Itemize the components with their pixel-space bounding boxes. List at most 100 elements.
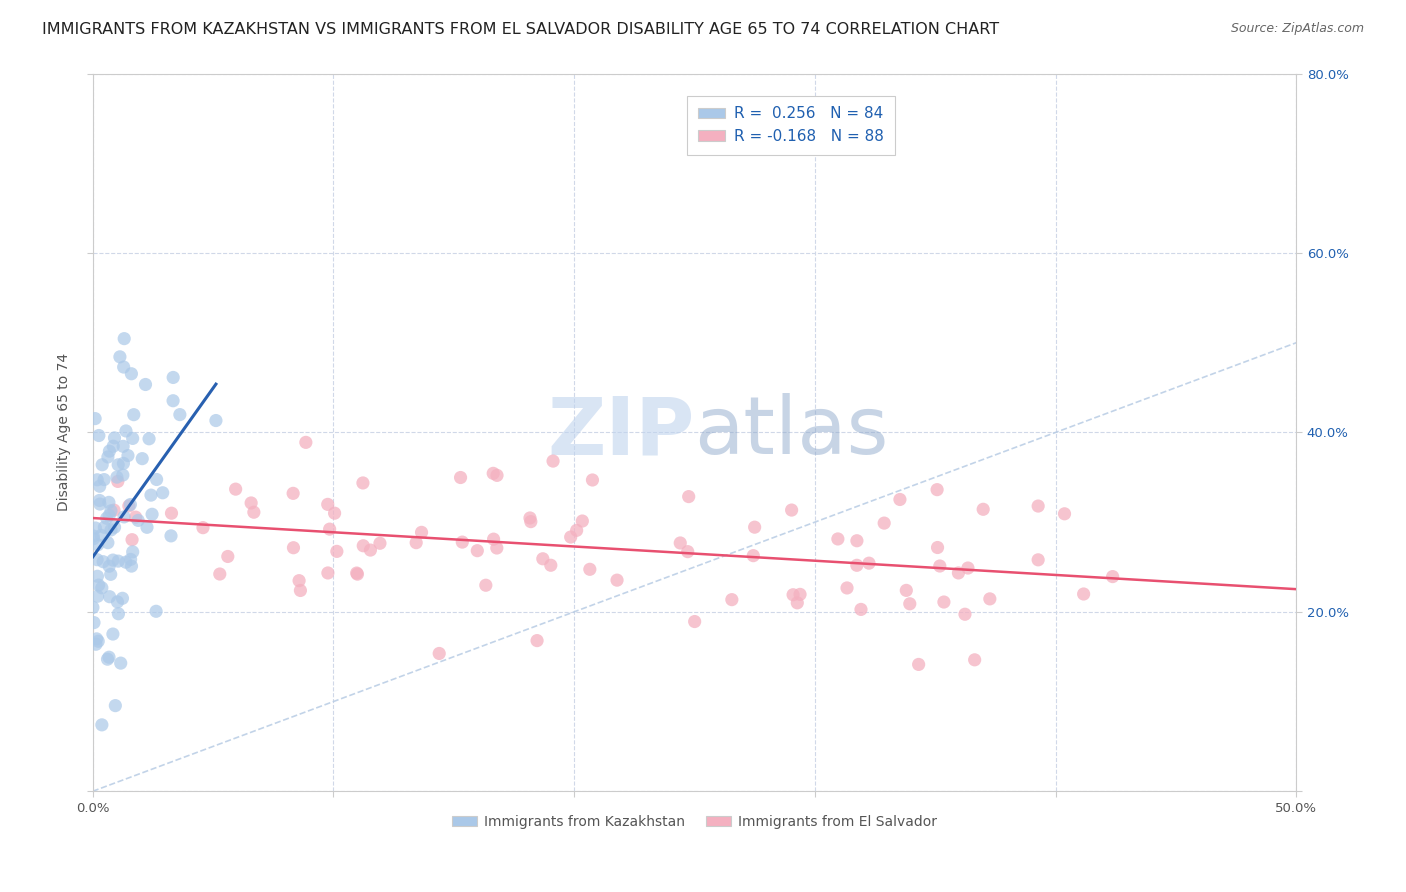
Point: [98, 444, 121, 458]
Point: [86, 538, 108, 552]
Point: [89, 479, 111, 493]
Point: [118, 499, 141, 513]
Point: [160, 506, 183, 520]
Point: [141, 508, 163, 522]
Point: [283, 541, 305, 555]
Point: [112, 359, 135, 374]
Point: [1026, 499, 1049, 513]
Point: [90, 528, 112, 542]
Point: [963, 653, 986, 667]
Point: [427, 647, 450, 661]
Point: [405, 535, 427, 549]
Point: [208, 567, 231, 582]
Point: [101, 553, 124, 567]
Point: [105, 470, 128, 484]
Point: [676, 544, 699, 558]
Point: [786, 596, 808, 610]
Text: atlas: atlas: [695, 393, 889, 471]
Point: [482, 467, 505, 481]
Point: [849, 602, 872, 616]
Point: [98, 508, 121, 523]
Point: [86, 632, 108, 646]
Point: [281, 486, 304, 500]
Point: [103, 503, 125, 517]
Point: [97, 495, 120, 509]
Point: [485, 468, 508, 483]
Point: [346, 566, 368, 580]
Point: [107, 607, 129, 621]
Point: [98, 650, 121, 665]
Point: [225, 482, 247, 496]
Point: [948, 566, 970, 580]
Point: [744, 520, 766, 534]
Point: [97, 450, 120, 464]
Point: [889, 492, 911, 507]
Point: [1073, 587, 1095, 601]
Point: [103, 520, 125, 534]
Point: [96, 511, 118, 525]
Point: [606, 573, 628, 587]
Point: [100, 523, 122, 537]
Point: [115, 555, 138, 569]
Point: [1101, 569, 1123, 583]
Point: [541, 454, 564, 468]
Point: [352, 539, 374, 553]
Point: [83, 615, 105, 630]
Point: [108, 350, 131, 364]
Point: [368, 536, 391, 550]
Point: [112, 332, 135, 346]
Point: [87, 634, 110, 648]
Point: [318, 522, 340, 536]
Point: [82, 600, 104, 615]
Point: [120, 367, 142, 381]
Point: [526, 633, 548, 648]
Point: [243, 505, 266, 519]
Point: [115, 424, 138, 438]
Point: [205, 413, 228, 427]
Point: [107, 554, 129, 568]
Text: ZIP: ZIP: [547, 393, 695, 471]
Point: [873, 516, 896, 530]
Point: [121, 533, 143, 547]
Point: [531, 551, 554, 566]
Point: [191, 521, 214, 535]
Point: [121, 559, 143, 574]
Point: [485, 541, 508, 555]
Point: [145, 473, 167, 487]
Point: [90, 718, 112, 732]
Point: [89, 493, 111, 508]
Point: [858, 556, 880, 570]
Point: [136, 520, 159, 534]
Point: [352, 475, 374, 490]
Point: [721, 592, 744, 607]
Point: [678, 490, 700, 504]
Point: [87, 578, 110, 592]
Point: [782, 588, 804, 602]
Point: [84, 637, 107, 651]
Text: IMMIGRANTS FROM KAZAKHSTAN VS IMMIGRANTS FROM EL SALVADOR DISABILITY AGE 65 TO 7: IMMIGRANTS FROM KAZAKHSTAN VS IMMIGRANTS…: [42, 22, 1000, 37]
Point: [127, 513, 149, 527]
Point: [100, 504, 122, 518]
Point: [138, 432, 160, 446]
Point: [89, 497, 111, 511]
Point: [82, 532, 104, 546]
Point: [86, 552, 108, 566]
Point: [571, 514, 593, 528]
Point: [927, 541, 949, 555]
Point: [465, 543, 488, 558]
Point: [160, 529, 183, 543]
Point: [450, 470, 472, 484]
Point: [411, 525, 433, 540]
Point: [560, 530, 582, 544]
Point: [134, 377, 156, 392]
Point: [107, 595, 129, 609]
Point: [827, 532, 849, 546]
Point: [91, 555, 114, 569]
Point: [145, 604, 167, 618]
Point: [972, 502, 994, 516]
Point: [898, 597, 921, 611]
Point: [84, 411, 107, 425]
Point: [86, 589, 108, 603]
Point: [979, 591, 1001, 606]
Point: [519, 511, 541, 525]
